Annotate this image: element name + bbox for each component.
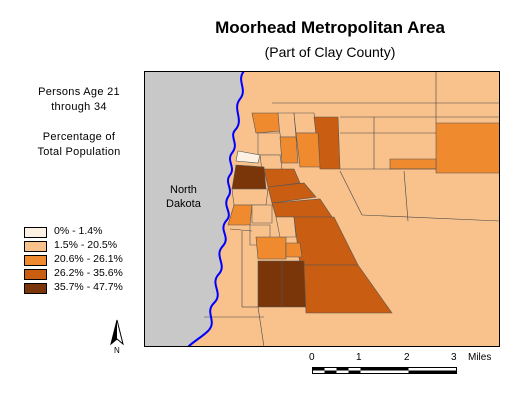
tract <box>235 150 261 164</box>
north-dakota-area <box>144 71 244 347</box>
tract <box>251 112 281 134</box>
legend-label: 20.6% - 26.1% <box>54 253 123 265</box>
scale-tick-label-2: 2 <box>404 352 410 363</box>
legend-swatch <box>24 255 47 266</box>
tract <box>281 260 307 308</box>
scale-tick-label-0: 0 <box>309 352 315 363</box>
scale-tick-label-3: 3 <box>451 352 457 363</box>
choropleth-map: North Dakota <box>144 71 500 347</box>
scale-bar-graphic <box>312 367 457 374</box>
tract <box>285 242 303 258</box>
tract <box>263 168 301 188</box>
tract <box>275 216 297 238</box>
tract <box>257 132 283 156</box>
tract <box>231 188 269 206</box>
variable-line-1: Persons Age 21 <box>38 86 120 98</box>
tract <box>255 236 287 260</box>
legend-label: 0% - 1.4% <box>54 225 103 237</box>
tract <box>277 112 297 138</box>
tract <box>251 204 273 224</box>
census-tracts <box>227 112 500 314</box>
legend-label: 35.7% - 47.7% <box>54 281 123 293</box>
tract <box>257 260 283 308</box>
scale-tick-label-1: 1 <box>356 352 362 363</box>
legend-item-5: 35.7% - 47.7% <box>24 281 164 294</box>
scale-bar: 0 1 2 3 Miles <box>300 352 500 382</box>
measure-line-2: Total Population <box>37 146 121 158</box>
tract-boundaries <box>204 71 500 347</box>
variable-description: Persons Age 21 through 34 <box>14 85 144 115</box>
tract <box>231 164 267 190</box>
measure-description: Percentage of Total Population <box>14 130 144 160</box>
measure-line-1: Percentage of <box>42 131 116 143</box>
legend-item-2: 1.5% - 20.5% <box>24 239 164 252</box>
legend-swatch <box>24 269 47 280</box>
map-frame <box>144 71 500 347</box>
legend-label: 1.5% - 20.5% <box>54 239 118 251</box>
tract <box>267 182 317 204</box>
map-subtitle: (Part of Clay County) <box>264 44 396 60</box>
legend-item-4: 26.2% - 35.6% <box>24 267 164 280</box>
tract <box>279 136 299 164</box>
north-dakota-label-line-2: Dakota <box>166 198 202 210</box>
scale-unit-label: Miles <box>468 352 492 363</box>
north-arrow-icon <box>110 319 124 346</box>
red-river <box>187 71 245 347</box>
legend-swatch <box>24 227 47 238</box>
variable-line-2: through 34 <box>51 101 107 113</box>
tract <box>303 264 393 314</box>
legend-swatch <box>24 283 47 294</box>
legend-label: 26.2% - 35.6% <box>54 267 123 279</box>
north-arrow-label: N <box>114 346 120 355</box>
legend-item-3: 20.6% - 26.1% <box>24 253 164 266</box>
tract <box>295 132 321 168</box>
legend-item-1: 0% - 1.4% <box>24 225 164 238</box>
tract <box>293 112 317 134</box>
legend-swatch <box>24 241 47 252</box>
map-title: Moorhead Metropolitan Area <box>215 18 445 37</box>
tract <box>435 122 500 174</box>
tract <box>389 158 437 170</box>
north-dakota-label-line-1: North <box>170 184 197 196</box>
